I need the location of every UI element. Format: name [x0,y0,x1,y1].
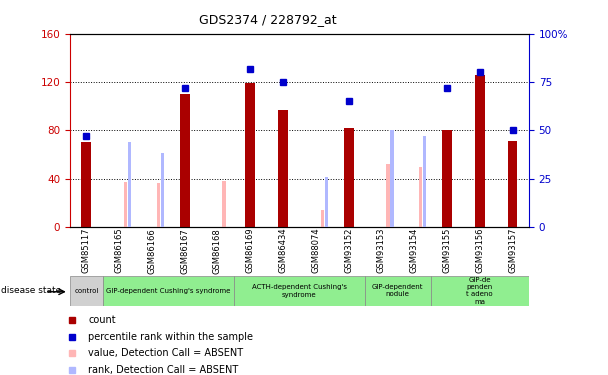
Bar [325,177,328,227]
Bar [508,141,517,227]
Bar [386,164,390,227]
Text: GIP-dependent
nodule: GIP-dependent nodule [372,285,424,297]
Bar [344,128,353,227]
Text: GSM93156: GSM93156 [475,228,485,273]
Text: disease state: disease state [1,286,61,295]
Text: ACTH-dependent Cushing's
syndrome: ACTH-dependent Cushing's syndrome [252,285,347,297]
FancyBboxPatch shape [70,276,103,306]
Bar [246,83,255,227]
Bar [180,94,190,227]
Bar [419,166,423,227]
Text: control: control [74,288,98,294]
Text: GSM86167: GSM86167 [180,228,189,274]
Bar [223,181,226,227]
Text: GSM86166: GSM86166 [147,228,156,274]
FancyBboxPatch shape [365,276,430,306]
Bar [390,130,393,227]
Text: percentile rank within the sample: percentile rank within the sample [88,332,253,342]
Text: rank, Detection Call = ABSENT: rank, Detection Call = ABSENT [88,365,238,375]
Bar [81,142,91,227]
Text: GDS2374 / 228792_at: GDS2374 / 228792_at [199,13,336,26]
Bar [128,142,131,227]
Bar [442,130,452,227]
Bar [321,210,324,227]
Text: GSM86434: GSM86434 [278,228,288,273]
Text: count: count [88,315,116,325]
Bar [475,75,485,227]
Text: GSM93152: GSM93152 [344,228,353,273]
Text: GSM86168: GSM86168 [213,228,222,274]
Text: GSM93153: GSM93153 [377,228,386,273]
Bar [161,153,164,227]
Bar [157,183,160,227]
Text: GSM93154: GSM93154 [410,228,419,273]
Text: GIP-dependent Cushing's syndrome: GIP-dependent Cushing's syndrome [106,288,230,294]
Text: GSM85117: GSM85117 [82,228,91,273]
Bar [124,182,127,227]
FancyBboxPatch shape [234,276,365,306]
Text: GSM93155: GSM93155 [443,228,452,273]
Text: GSM86165: GSM86165 [114,228,123,273]
Text: GIP-de
penden
t adeno
ma: GIP-de penden t adeno ma [466,278,493,304]
FancyBboxPatch shape [430,276,529,306]
FancyBboxPatch shape [103,276,234,306]
Bar [423,136,426,227]
Text: GSM93157: GSM93157 [508,228,517,273]
Text: value, Detection Call = ABSENT: value, Detection Call = ABSENT [88,348,243,358]
Bar [278,110,288,227]
Text: GSM88074: GSM88074 [311,228,320,273]
Text: GSM86169: GSM86169 [246,228,255,273]
